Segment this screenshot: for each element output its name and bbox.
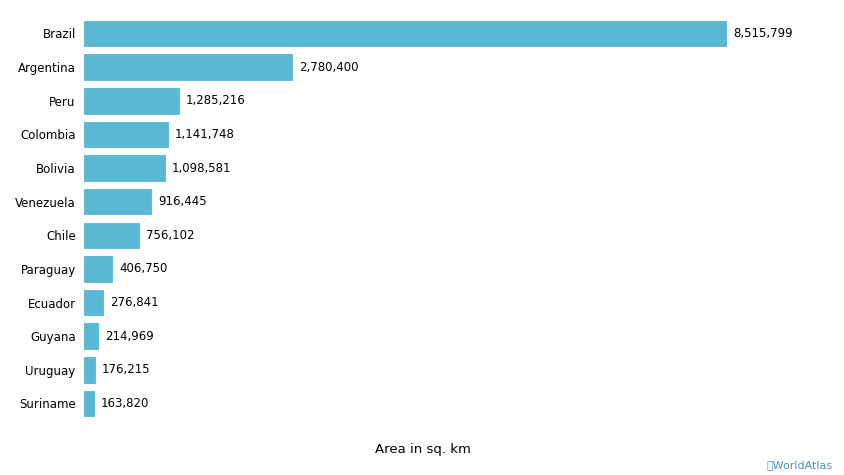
Text: 214,969: 214,969 [105, 330, 154, 343]
Text: 163,820: 163,820 [101, 397, 149, 410]
Text: 756,102: 756,102 [146, 229, 194, 242]
Text: 1,141,748: 1,141,748 [175, 128, 235, 141]
Text: Area in sq. km: Area in sq. km [374, 443, 470, 456]
Bar [83, 221, 140, 249]
Text: 8,515,799: 8,515,799 [732, 27, 792, 40]
Text: 916,445: 916,445 [158, 195, 207, 208]
Bar [83, 188, 152, 216]
Text: 176,215: 176,215 [102, 363, 150, 376]
Text: 1,285,216: 1,285,216 [186, 94, 246, 107]
Text: 276,841: 276,841 [110, 296, 158, 309]
Text: 2,780,400: 2,780,400 [299, 61, 358, 74]
Bar [83, 87, 180, 114]
Bar [83, 255, 113, 283]
Bar [83, 323, 99, 350]
Bar [83, 53, 293, 81]
Bar [83, 356, 96, 384]
Text: ⓘWorldAtlas: ⓘWorldAtlas [766, 460, 831, 470]
Text: 406,750: 406,750 [119, 263, 168, 275]
Bar [83, 121, 169, 148]
Bar [83, 154, 165, 182]
Bar [83, 390, 95, 418]
Bar [83, 289, 104, 316]
Bar [83, 19, 726, 48]
Text: 1,098,581: 1,098,581 [171, 162, 231, 174]
